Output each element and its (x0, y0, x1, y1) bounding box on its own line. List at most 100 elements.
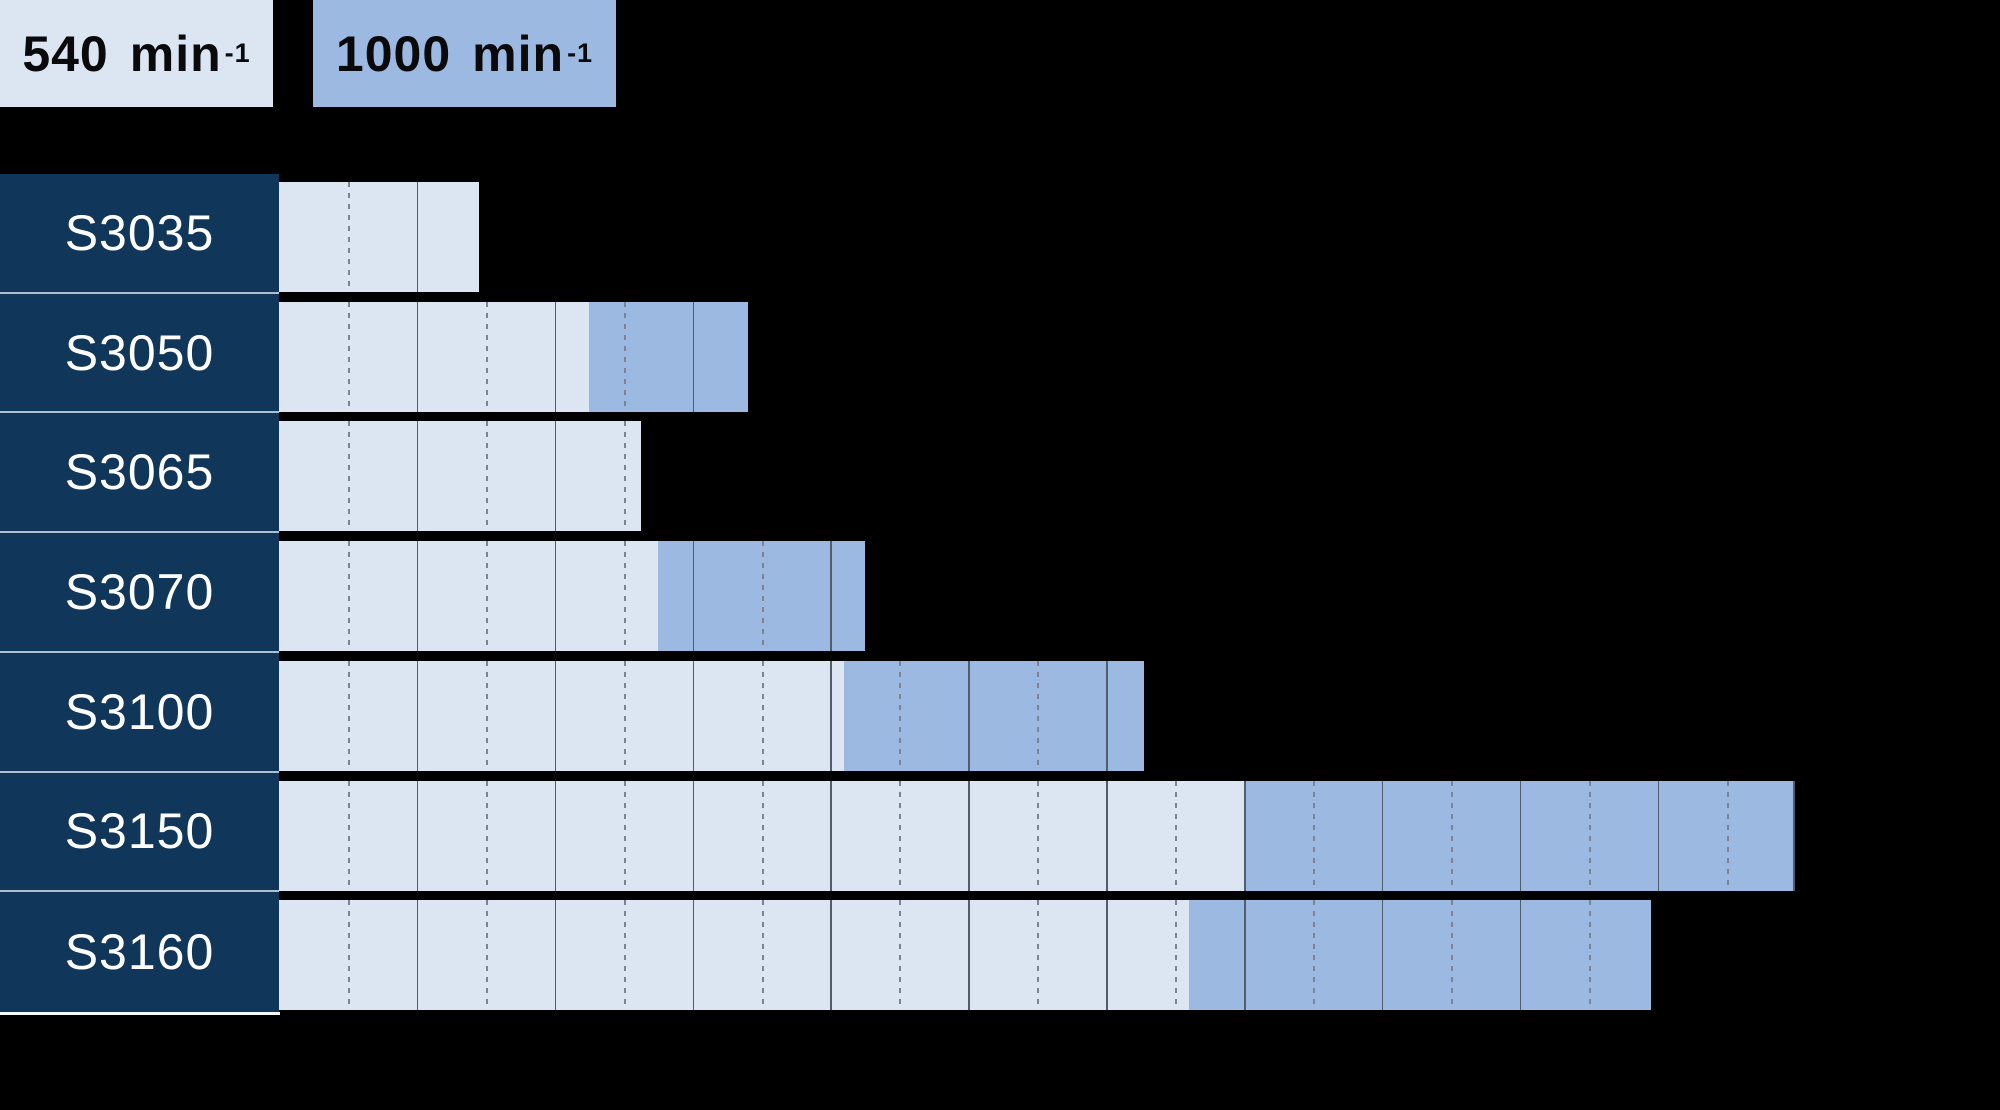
gridline-dashed (623, 900, 626, 1011)
row-label-s3050: S3050 (0, 293, 279, 414)
bar-segment-540 (279, 660, 845, 771)
gridline-dashed (347, 660, 350, 771)
gridline-solid (416, 182, 419, 292)
gridline-solid (968, 660, 970, 771)
gridline-dashed (347, 182, 350, 292)
gridline-dashed (347, 421, 350, 532)
gridline-dashed (485, 780, 488, 891)
gridline-dashed (1450, 900, 1453, 1011)
legend-item-1000: 1000 min -1 (313, 0, 616, 107)
gridline-solid (554, 301, 557, 412)
gridline-dashed (623, 660, 626, 771)
bar-s3050 (279, 301, 748, 412)
gridline-solid (1381, 780, 1384, 891)
gridline-solid (1519, 780, 1522, 891)
bar-s3070 (279, 541, 865, 652)
bar-s3065 (279, 421, 641, 532)
gridline-dashed (1175, 900, 1178, 1011)
bar-s3035 (279, 182, 479, 292)
bar-segment-1000 (589, 301, 748, 412)
gridline-solid (968, 780, 970, 891)
gridline-solid (968, 900, 970, 1011)
gridline-solid (1106, 900, 1108, 1011)
gridline-dashed (347, 541, 350, 652)
gridline-dashed (761, 900, 764, 1011)
gridline-dashed (899, 660, 902, 771)
gridline-dashed (623, 541, 626, 652)
gridline-solid (554, 780, 557, 891)
bar-segment-1000 (1188, 900, 1651, 1011)
row-label-s3160: S3160 (0, 892, 279, 1012)
bar-s3150 (279, 780, 1796, 891)
gridline-dashed (1037, 900, 1040, 1011)
gridline-solid (1106, 780, 1108, 891)
legend-unit: min (129, 25, 222, 82)
legend-exponent: -1 (567, 38, 594, 68)
row-label-s3100: S3100 (0, 652, 279, 773)
gridline-solid (554, 541, 557, 652)
gridline-dashed (761, 780, 764, 891)
gridline-dashed (1588, 780, 1591, 891)
gridline-solid (416, 660, 419, 771)
gridline-solid (830, 660, 833, 771)
gridline-solid (830, 541, 833, 652)
gridline-dashed (623, 780, 626, 891)
gridline-solid (416, 780, 419, 891)
gridline-solid (416, 301, 419, 412)
gridline-solid (1244, 900, 1246, 1011)
gridline-dashed (1450, 780, 1453, 891)
gridline-dashed (899, 900, 902, 1011)
gridline-solid (1657, 780, 1660, 891)
gridline-dashed (761, 660, 764, 771)
gridline-dashed (899, 780, 902, 891)
row-label-s3035: S3035 (0, 174, 279, 294)
gridline-dashed (347, 301, 350, 412)
label-column-underline (0, 1011, 280, 1015)
legend-item-540: 540 min -1 (0, 0, 273, 107)
gridline-solid (1793, 780, 1796, 891)
gridline-solid (416, 421, 419, 532)
gridline-solid (830, 780, 833, 891)
gridline-solid (830, 900, 833, 1011)
gridline-dashed (1037, 660, 1040, 771)
gridline-solid (692, 660, 695, 771)
gridline-dashed (1588, 900, 1591, 1011)
gridline-solid (1519, 900, 1522, 1011)
gridline-solid (1381, 900, 1384, 1011)
gridline-dashed (1037, 780, 1040, 891)
legend-unit: min (472, 25, 565, 82)
gridline-solid (692, 900, 695, 1011)
gridline-dashed (623, 301, 626, 412)
gridline-dashed (1726, 780, 1729, 891)
gridline-dashed (623, 421, 626, 532)
bar-segment-540 (279, 541, 659, 652)
gridline-solid (554, 421, 557, 532)
gridline-dashed (347, 900, 350, 1011)
bar-segment-540 (279, 900, 1189, 1011)
row-label-s3150: S3150 (0, 772, 279, 893)
bar-s3100 (279, 660, 1145, 771)
gridline-solid (692, 541, 695, 652)
gridline-dashed (485, 421, 488, 532)
gridline-dashed (1312, 900, 1315, 1011)
gridline-dashed (761, 541, 764, 652)
legend-value: 540 (22, 25, 109, 82)
row-label-s3065: S3065 (0, 413, 279, 534)
gridline-dashed (485, 541, 488, 652)
gridline-solid (554, 660, 557, 771)
gridline-dashed (347, 780, 350, 891)
bar-segment-540 (279, 421, 641, 532)
gridline-solid (692, 301, 695, 412)
gridline-solid (692, 780, 695, 891)
gridline-dashed (1312, 780, 1315, 891)
row-label-s3070: S3070 (0, 533, 279, 653)
gridline-dashed (485, 660, 488, 771)
bar-segment-540 (279, 301, 590, 412)
bar-segment-1000 (844, 660, 1145, 771)
gridline-solid (416, 541, 419, 652)
bar-segment-540 (279, 182, 479, 292)
gridline-dashed (485, 301, 488, 412)
gridline-dashed (485, 900, 488, 1011)
gridline-dashed (1175, 780, 1178, 891)
